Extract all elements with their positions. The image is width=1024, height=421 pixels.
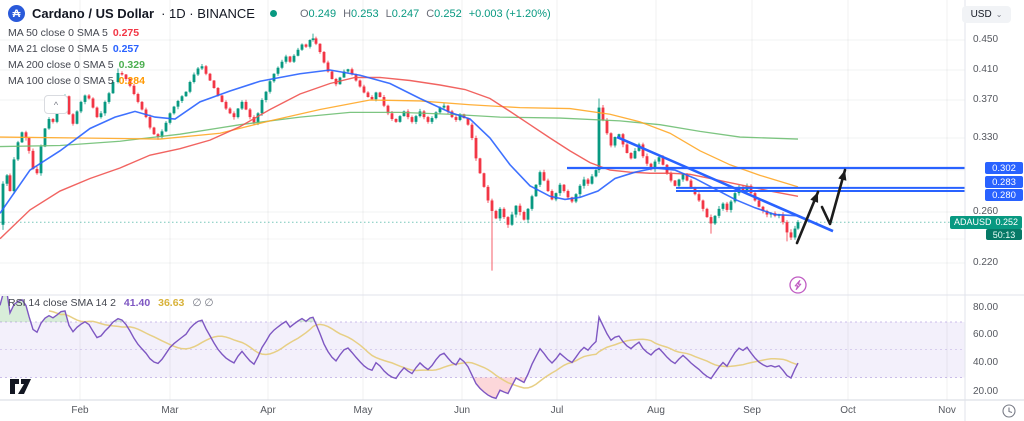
indicator-row-ma21[interactable]: MA 21 close 0 SMA 5 0.257 bbox=[8, 43, 139, 55]
ma-50-line bbox=[0, 76, 799, 240]
month-label: Mar bbox=[161, 405, 179, 416]
moving-averages-layer bbox=[0, 69, 799, 240]
close-value: 0.252 bbox=[434, 7, 462, 20]
symbol-badge-name: ADAUSD bbox=[954, 217, 992, 228]
indicator-label: MA 50 close 0 SMA 5 bbox=[8, 27, 108, 39]
rsi-extra-flags: ∅ ∅ bbox=[192, 297, 214, 309]
month-label: Nov bbox=[938, 405, 956, 416]
indicator-label: MA 100 close 0 SMA 5 bbox=[8, 75, 114, 87]
grid-lines bbox=[0, 0, 965, 400]
descending-trendline bbox=[616, 135, 834, 233]
indicator-row-ma50[interactable]: MA 50 close 0 SMA 5 0.275 bbox=[8, 27, 139, 39]
price-tick-label: 0.330 bbox=[973, 132, 999, 143]
month-label: Sep bbox=[743, 405, 761, 416]
high-label: H bbox=[343, 7, 352, 20]
month-label: Aug bbox=[647, 405, 665, 416]
rsi-indicator-row[interactable]: RSI 14 close SMA 14 2 41.40 36.63 ∅ ∅ bbox=[8, 297, 214, 309]
ohlc-readout: O0.249 H0.253 L0.247 C0.252 +0.003 (+1.2… bbox=[300, 8, 551, 20]
last-price-badge: ADAUSD 0.252 bbox=[950, 215, 1022, 229]
breakout-arrow bbox=[820, 168, 847, 226]
price-tick-label: 0.450 bbox=[973, 34, 999, 45]
candles-layer bbox=[1, 33, 800, 271]
rsi-pane bbox=[0, 321, 965, 378]
low-label: L bbox=[385, 7, 392, 20]
clock-button[interactable] bbox=[1002, 404, 1016, 418]
ma-200-line bbox=[0, 111, 799, 148]
month-label: Apr bbox=[260, 405, 276, 416]
collapse-indicators-button[interactable]: ^ bbox=[44, 95, 68, 114]
price-level-badge: 0.302 bbox=[985, 162, 1023, 174]
indicator-value: 0.329 bbox=[118, 59, 145, 71]
chevron-down-icon: ⌄ bbox=[995, 10, 1003, 19]
chart-header: ₳ Cardano / US Dollar · 1D · BINANCE O0.… bbox=[8, 5, 551, 22]
arrowhead-icon bbox=[838, 170, 847, 181]
rsi-label: RSI 14 close SMA 14 2 bbox=[8, 297, 116, 309]
change-value: +0.003 (+1.20%) bbox=[468, 7, 551, 20]
month-label: Feb bbox=[71, 405, 89, 416]
currency-label: USD bbox=[970, 9, 992, 20]
symbol-badge-price: 0.252 bbox=[995, 217, 1018, 228]
rsi-tick-label: 40.00 bbox=[973, 357, 999, 368]
price-tick-label: 0.220 bbox=[973, 257, 999, 268]
indicator-row-ma100[interactable]: MA 100 close 0 SMA 5 0.284 bbox=[8, 75, 145, 87]
cardano-logo-icon: ₳ bbox=[8, 5, 25, 22]
open-label: O bbox=[299, 7, 309, 20]
price-tick-label: 0.370 bbox=[973, 94, 999, 105]
open-value: 0.249 bbox=[308, 7, 337, 20]
month-label: May bbox=[353, 405, 373, 416]
rsi-tick-label: 60.00 bbox=[973, 329, 999, 340]
indicator-value: 0.284 bbox=[118, 75, 145, 87]
drawings-layer[interactable] bbox=[567, 135, 965, 245]
event-bubble-icon[interactable] bbox=[789, 276, 807, 294]
ma-100-line bbox=[0, 99, 799, 188]
month-label: Jul bbox=[550, 405, 564, 416]
indicator-label: MA 200 close 0 SMA 5 bbox=[8, 59, 114, 71]
rsi-tick-label: 20.00 bbox=[973, 386, 999, 397]
arrowhead-icon bbox=[810, 192, 819, 203]
symbol-title[interactable]: Cardano / US Dollar bbox=[32, 6, 155, 21]
rsi-value: 41.40 bbox=[123, 297, 151, 309]
indicator-value: 0.257 bbox=[112, 43, 140, 55]
indicator-value: 0.275 bbox=[112, 27, 140, 39]
rsi-tick-label: 80.00 bbox=[973, 302, 999, 313]
rsi-plot bbox=[0, 296, 799, 400]
price-tick-label: 0.410 bbox=[973, 64, 999, 75]
market-open-dot-icon bbox=[269, 10, 277, 17]
rsi-sma-line bbox=[48, 310, 799, 389]
indicator-row-ma200[interactable]: MA 200 close 0 SMA 5 0.329 bbox=[8, 59, 145, 71]
ma-21-line bbox=[0, 69, 799, 217]
tradingview-logo[interactable] bbox=[10, 377, 38, 401]
price-tick-label: 0.260 bbox=[973, 206, 999, 217]
indicator-label: MA 21 close 0 SMA 5 bbox=[8, 43, 108, 55]
month-label: Oct bbox=[840, 405, 856, 416]
rsi-sma-value: 36.63 bbox=[158, 297, 185, 309]
high-value: 0.253 bbox=[351, 7, 379, 20]
currency-selector[interactable]: USD ⌄ bbox=[962, 6, 1011, 23]
symbol-detail[interactable]: · 1D · BINANCE bbox=[161, 6, 255, 21]
month-label: Jun bbox=[453, 405, 471, 416]
low-value: 0.247 bbox=[391, 7, 420, 20]
price-level-badge: 0.283 bbox=[985, 176, 1023, 188]
price-level-badge: 0.280 bbox=[985, 189, 1023, 201]
bar-countdown-badge: 50:13 bbox=[986, 229, 1022, 241]
rsi-line bbox=[0, 296, 799, 400]
close-label: C bbox=[426, 7, 435, 20]
